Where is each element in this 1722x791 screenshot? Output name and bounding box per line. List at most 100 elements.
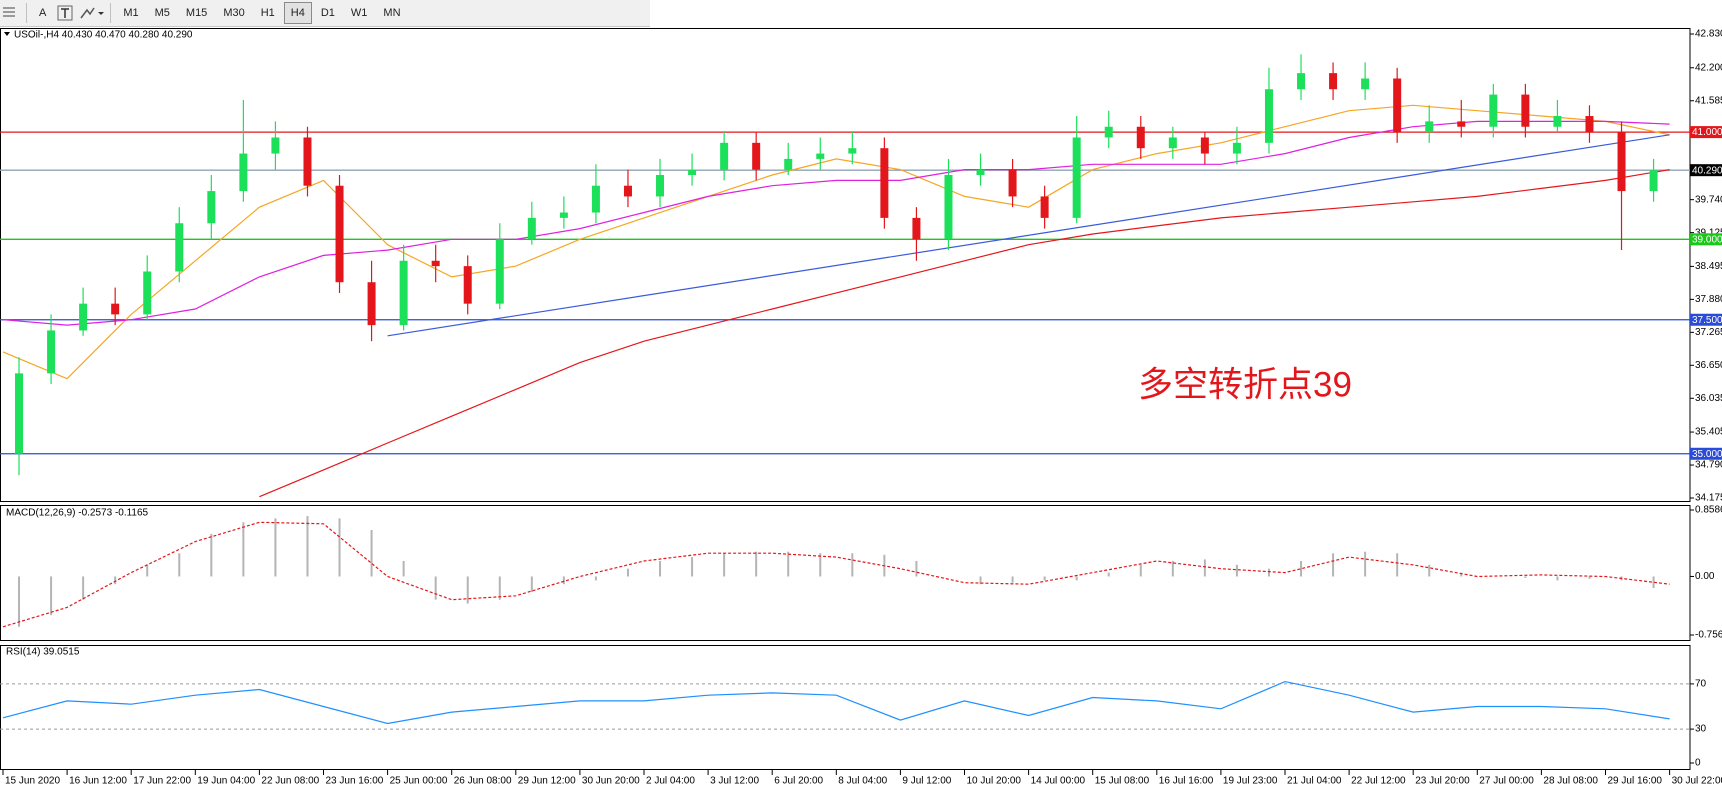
level-label-bg [1690,313,1722,326]
timeframe-button[interactable]: M1 [123,7,139,19]
timeframe-button[interactable]: M15 [185,7,208,19]
candle-body [752,142,761,170]
indicator-label: MACD(12,26,9) -0.2573 -0.1165 [6,508,149,519]
y-tick-label: 36.035 [1695,393,1722,404]
candle-body [816,153,825,159]
x-tick-label: 15 Jul 08:00 [1095,776,1150,787]
candle-body [623,185,632,197]
timeframe-button[interactable]: D1 [320,7,335,19]
candle-body [1649,170,1658,192]
y-tick-label: 37.265 [1695,327,1722,338]
timeframe-button[interactable]: H4 [283,2,312,24]
x-tick-label: 16 Jun 12:00 [69,776,127,787]
menu-icon[interactable] [0,0,22,26]
shapes-tool[interactable] [76,0,106,26]
candle-body [1040,196,1049,218]
x-tick-label: 23 Jun 16:00 [326,776,384,787]
x-tick-label: 3 Jul 12:00 [710,776,759,787]
candle-body [1136,126,1145,149]
timeframe-button[interactable]: M30 [223,7,245,19]
candle-body [15,373,24,454]
candle-body [399,260,408,326]
x-tick-label: 28 Jul 08:00 [1543,776,1598,787]
timeframe-button[interactable]: MN [383,7,401,19]
signal-line [2,521,1670,628]
x-tick-label: 15 Jun 2020 [5,776,60,787]
x-tick-label: 26 Jun 08:00 [454,776,512,787]
candle-body [559,212,568,218]
level-label: 41.000 [1692,127,1722,138]
y-tick-label: 70 [1695,679,1707,690]
x-tick-label: 21 Jul 04:00 [1287,776,1342,787]
trendline [387,134,1670,337]
y-tick-label: 42.200 [1695,62,1722,73]
y-tick-label: 34.790 [1695,460,1722,471]
panel-frame [0,505,1691,641]
moving-average [2,120,1670,326]
candle-body [1489,94,1498,127]
level-label: 40.290 [1692,165,1722,176]
candle-body [591,185,600,213]
candle-body [79,303,88,331]
candle-body [1361,78,1370,90]
x-tick-label: 22 Jun 08:00 [261,776,319,787]
x-tick-label: 8 Jul 04:00 [838,776,887,787]
timeframe-button[interactable]: H1 [260,7,275,19]
candle-body [1200,137,1209,154]
separator [26,3,27,23]
timeframe-button[interactable]: W1 [350,7,368,19]
level-label: 39.000 [1692,234,1722,245]
x-tick-label: 14 Jul 00:00 [1031,776,1086,787]
candle-body [1232,142,1241,154]
candle-body [495,239,504,304]
x-tick-label: 6 Jul 20:00 [774,776,823,787]
level-label: 35.000 [1692,449,1722,460]
x-tick-label: 30 Jun 20:00 [582,776,640,787]
annotation: 多空转折点39 [1138,365,1352,404]
toolbar: A M1 M5 M15 M30 H1 H4 D1 W1 MN [0,0,650,27]
candle-body [527,217,536,240]
candle-body [1104,126,1113,138]
candle-body [1168,137,1177,149]
y-tick-label: 0 [1695,758,1701,769]
y-tick-label: 36.650 [1695,360,1722,371]
x-tick-label: 30 Jul 22:00 [1672,776,1722,787]
candle-body [335,185,344,283]
separator [110,3,112,23]
y-tick-label: 0.00 [1695,571,1715,582]
candle-body [912,217,921,240]
candle-body [1264,89,1273,143]
x-tick-label: 19 Jun 04:00 [197,776,255,787]
chart-header: USOil-,H4 40.430 40.470 40.280 40.290 [14,30,193,41]
x-tick-label: 10 Jul 20:00 [967,776,1022,787]
header-arrow [4,32,10,36]
x-tick-label: 19 Jul 23:00 [1223,776,1278,787]
level-label-bg [1690,447,1722,460]
y-tick-label: 34.175 [1695,493,1722,504]
candle-body [1585,116,1594,133]
level-label: 37.500 [1692,315,1722,326]
y-tick-label: 0.8586 [1695,505,1722,516]
level-label-bg [1690,126,1722,139]
y-tick-label: 35.405 [1695,427,1722,438]
y-tick-label: 37.880 [1695,294,1722,305]
candle-body [720,142,729,170]
candle-body [239,153,248,192]
timeframe-button[interactable]: M5 [154,7,170,19]
x-tick-label: 23 Jul 20:00 [1415,776,1470,787]
candle-body [175,223,184,272]
x-tick-label: 25 Jun 00:00 [390,776,448,787]
candle-body [303,137,312,186]
x-tick-label: 16 Jul 16:00 [1159,776,1214,787]
candle-body [784,158,793,170]
rsi-line [2,680,1670,725]
moving-average [259,169,1670,498]
candle-body [1072,137,1081,218]
label-tool[interactable] [54,0,76,26]
y-tick-label: 39.740 [1695,194,1722,205]
y-tick-label: 30 [1695,724,1707,735]
candle-body [431,260,440,267]
text-tool[interactable]: A [39,7,47,19]
panel-frame [0,28,1691,502]
